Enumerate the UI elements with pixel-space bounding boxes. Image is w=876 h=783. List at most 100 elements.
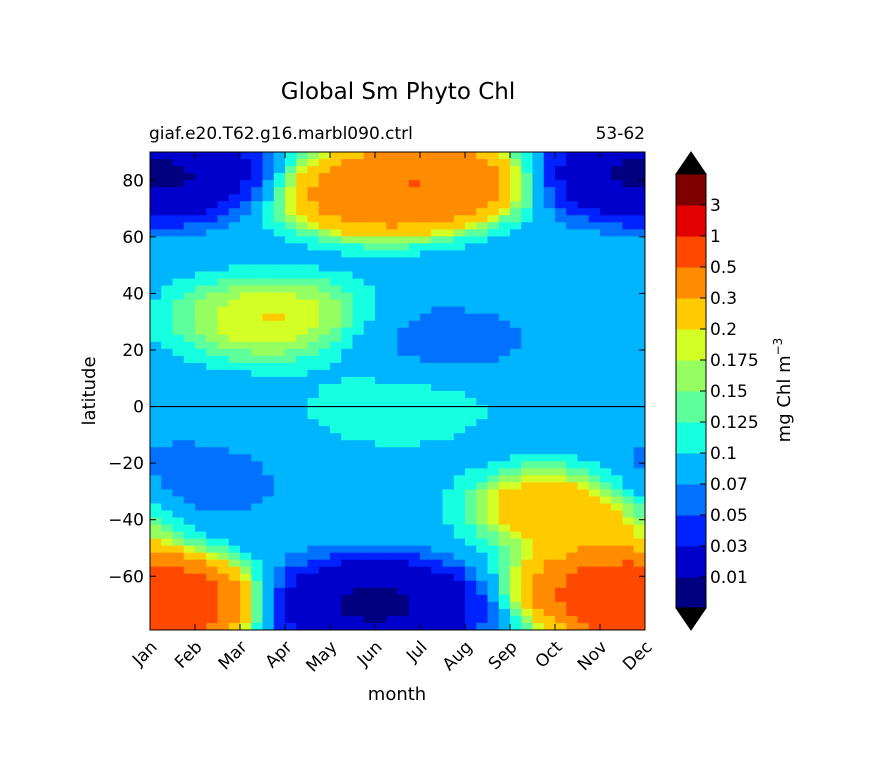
field-cell xyxy=(262,391,275,399)
x-axis-label: month xyxy=(368,684,426,705)
field-cell xyxy=(397,313,410,322)
field-cell xyxy=(442,531,455,540)
field-cell xyxy=(408,341,421,350)
field-cell xyxy=(150,152,162,160)
field-cell xyxy=(273,271,286,280)
field-cell xyxy=(183,222,196,230)
field-cell xyxy=(442,369,455,378)
field-cell xyxy=(228,545,241,554)
field-cell xyxy=(318,482,331,491)
field-cell xyxy=(307,264,320,273)
field-cell xyxy=(307,454,320,462)
field-cell xyxy=(532,208,545,216)
field-cell xyxy=(431,622,444,630)
field-cell xyxy=(296,545,309,554)
field-cell xyxy=(465,208,477,216)
field-cell xyxy=(543,257,556,266)
field-cell xyxy=(296,306,309,315)
field-cell xyxy=(465,215,477,223)
field-cell xyxy=(521,285,534,294)
field-cell xyxy=(532,306,545,315)
field-cell xyxy=(296,257,309,266)
field-cell xyxy=(408,468,421,476)
field-cell xyxy=(442,355,455,364)
field-cell xyxy=(251,278,264,287)
field-cell xyxy=(600,313,612,322)
field-cell xyxy=(386,594,399,603)
field-cell xyxy=(228,580,241,589)
field-cell xyxy=(251,517,264,526)
field-cell xyxy=(397,166,410,174)
field-cell xyxy=(161,426,174,434)
field-cell xyxy=(588,250,601,259)
field-cell xyxy=(408,440,421,448)
field-cell xyxy=(453,426,466,434)
field-cell xyxy=(532,573,545,582)
field-cell xyxy=(363,334,376,343)
field-cell xyxy=(510,362,522,371)
field-cell xyxy=(318,412,331,420)
field-cell xyxy=(543,201,556,209)
field-cell xyxy=(273,201,286,209)
field-cell xyxy=(285,510,297,519)
field-cell xyxy=(588,405,601,413)
field-cell xyxy=(273,215,286,223)
field-cell xyxy=(611,391,624,399)
field-cell xyxy=(195,264,207,273)
field-cell xyxy=(262,622,275,630)
field-cell xyxy=(555,173,567,181)
field-cell xyxy=(487,222,500,230)
field-cell xyxy=(285,412,297,420)
field-cell xyxy=(487,327,500,336)
field-cell xyxy=(577,215,590,223)
field-cell xyxy=(206,159,219,167)
field-cell xyxy=(240,503,252,512)
field-cell xyxy=(352,194,365,202)
field-cell xyxy=(420,271,432,280)
field-cell xyxy=(532,622,545,630)
field-cell xyxy=(386,531,399,540)
field-cell xyxy=(150,447,162,455)
field-cell xyxy=(577,559,590,568)
field-cell xyxy=(431,573,444,582)
field-cell xyxy=(341,608,354,617)
field-cell xyxy=(352,173,365,181)
field-cell xyxy=(217,419,230,427)
field-cell xyxy=(476,215,489,223)
field-cell xyxy=(318,405,331,413)
field-cell xyxy=(532,391,545,399)
field-cell xyxy=(375,398,387,406)
field-cell xyxy=(352,440,365,448)
field-cell xyxy=(397,601,410,610)
field-cell xyxy=(487,405,500,413)
field-cell xyxy=(240,482,252,491)
field-cell xyxy=(363,194,376,202)
field-cell xyxy=(510,587,522,596)
field-cell xyxy=(296,552,309,561)
field-cell xyxy=(633,426,645,434)
field-cell xyxy=(566,566,579,575)
field-cell xyxy=(465,398,477,406)
field-cell xyxy=(363,538,376,547)
field-cell xyxy=(273,405,286,413)
field-cell xyxy=(588,215,601,223)
field-cell xyxy=(172,236,185,244)
field-cell xyxy=(341,334,354,343)
field-cell xyxy=(487,264,500,273)
field-cell xyxy=(363,573,376,582)
field-cell xyxy=(150,517,162,526)
field-cell xyxy=(341,180,354,188)
field-cell xyxy=(330,313,342,322)
field-cell xyxy=(453,257,466,266)
field-cell xyxy=(386,348,399,357)
field-cell xyxy=(577,278,590,287)
field-cell xyxy=(352,545,365,554)
field-cell xyxy=(510,433,522,441)
field-cell xyxy=(386,383,399,392)
field-cell xyxy=(611,369,624,378)
field-cell xyxy=(397,159,410,167)
field-cell xyxy=(555,559,567,568)
field-cell xyxy=(318,180,331,188)
field-cell xyxy=(532,292,545,301)
field-cell xyxy=(150,187,162,195)
